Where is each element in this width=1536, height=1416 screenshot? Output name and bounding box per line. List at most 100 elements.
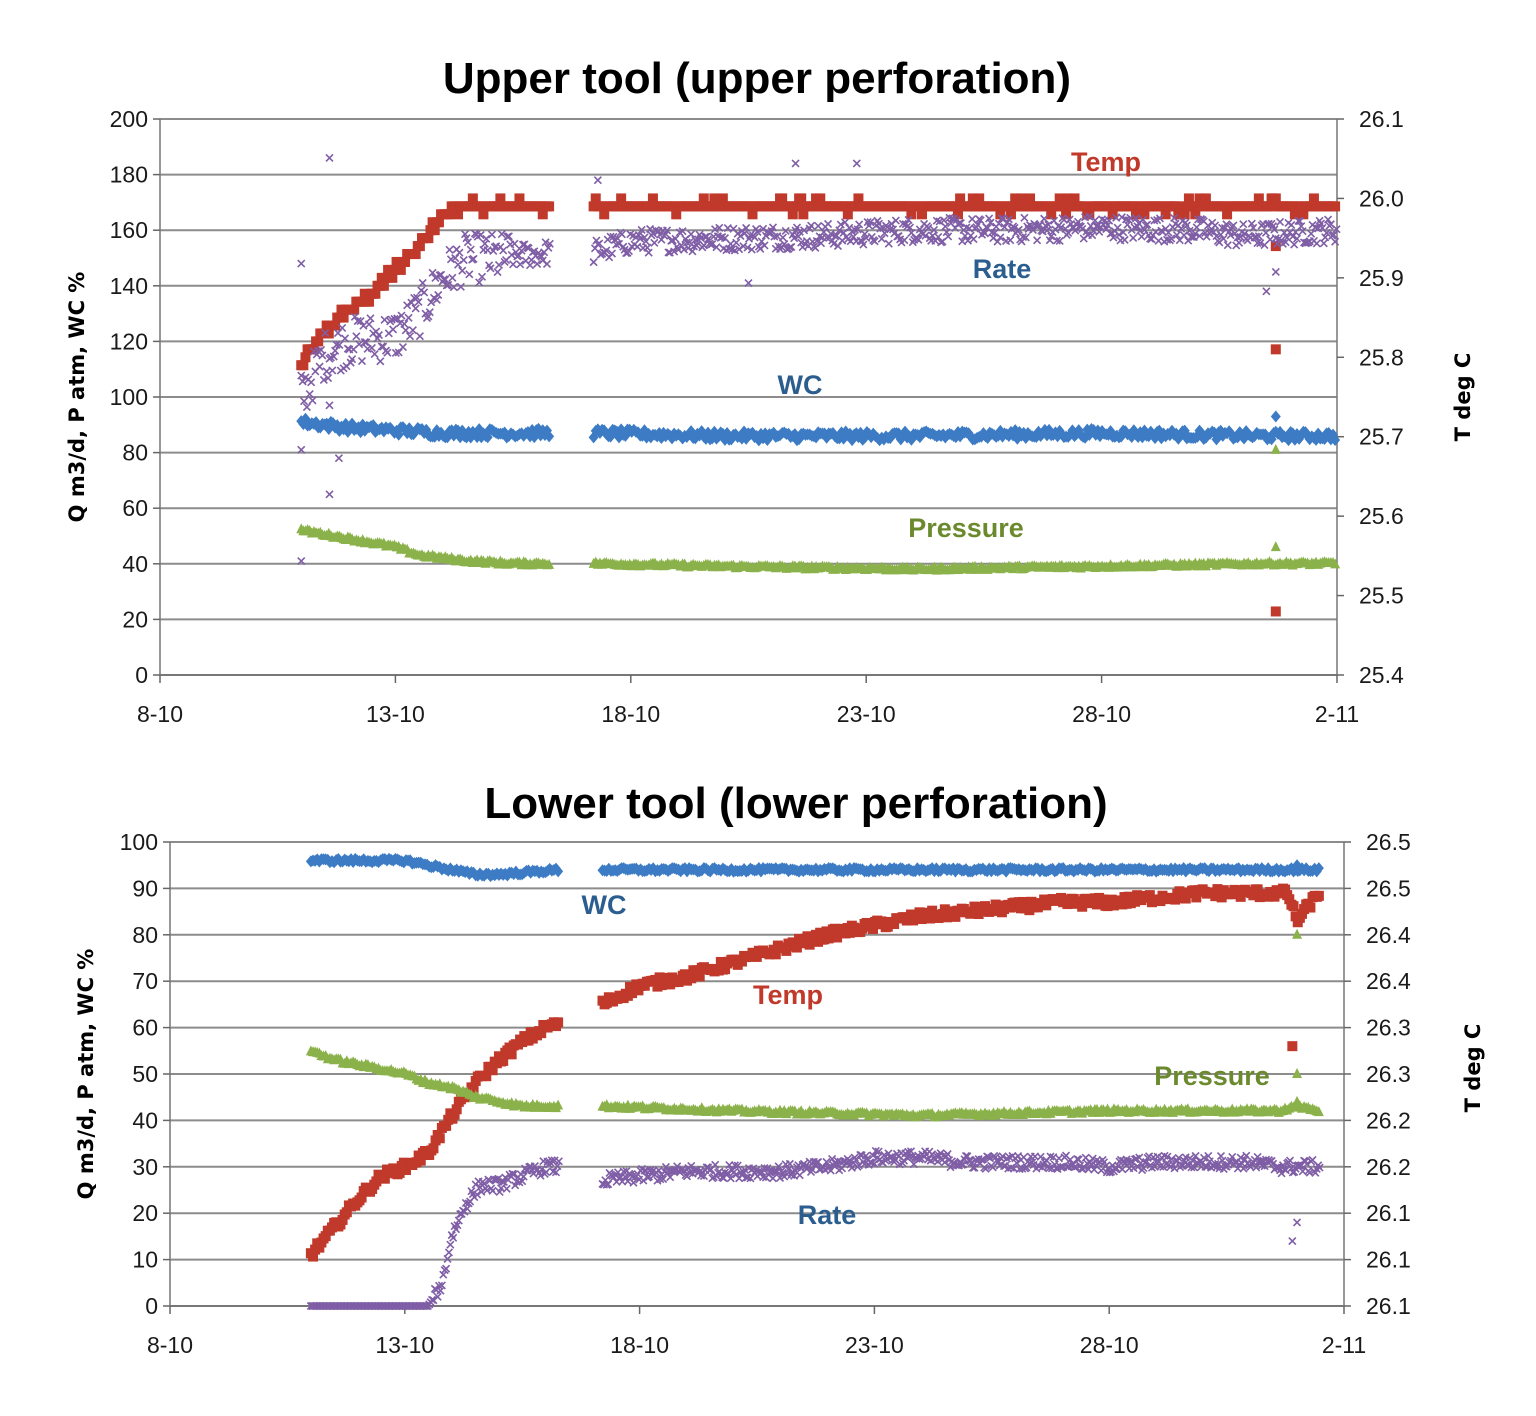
rate-point (715, 223, 724, 232)
rate-point (871, 1146, 880, 1155)
temp-point (1284, 894, 1295, 905)
rate-point (1316, 219, 1326, 228)
rate-point (968, 1163, 978, 1172)
rate-point (425, 308, 434, 317)
rate-point (1150, 216, 1159, 225)
rate-point (877, 234, 886, 243)
temp-point (553, 1017, 564, 1028)
y-axis-ticks: 0 20 40 60 80 100 120 140 160 180 200 (110, 106, 160, 688)
rate-point (487, 230, 496, 239)
rate-point (1065, 215, 1074, 224)
rate-point (837, 1164, 847, 1173)
rate-point (445, 245, 454, 254)
rate-point (1129, 233, 1138, 243)
temp-outlier-point (1287, 1041, 1298, 1052)
temp-point (694, 971, 705, 982)
rate-point (1167, 234, 1176, 243)
pressure-point (1313, 1106, 1324, 1117)
rate-point (1223, 241, 1232, 250)
rate-point (666, 1173, 675, 1182)
rate-point (553, 1161, 562, 1171)
rate-point (859, 240, 868, 249)
rate-point (742, 223, 751, 233)
temp-point (320, 1231, 331, 1242)
rate-point (498, 1177, 507, 1186)
rate-point (939, 216, 948, 225)
rate-point (1042, 226, 1052, 235)
y2-tick-label: 26.2 (1366, 1154, 1411, 1180)
rate-point (1174, 1153, 1183, 1163)
temp-point (298, 360, 309, 371)
rate-point (514, 251, 523, 260)
temp-point (1005, 209, 1016, 220)
rate-point (998, 1152, 1007, 1161)
rate-point (929, 225, 939, 235)
y-tick-label: 60 (122, 495, 148, 521)
rate-point (1033, 236, 1042, 245)
rate-point (914, 235, 923, 244)
y-axis-ticks: 0 10 20 30 40 50 60 70 80 90 100 (120, 829, 170, 1319)
temp-point (300, 352, 311, 363)
rate-outlier-point (1288, 1236, 1297, 1246)
rate-point (444, 1248, 454, 1257)
rate-point (1109, 233, 1118, 242)
rate-point (1253, 238, 1262, 248)
rate-point (1315, 1163, 1324, 1172)
rate-point (1103, 221, 1112, 230)
rate-point (1235, 238, 1244, 247)
rate-point (944, 232, 953, 241)
rate-point (853, 225, 862, 234)
rate-point (431, 273, 440, 282)
rate-point (760, 241, 769, 250)
rate-point (955, 219, 964, 228)
temp-point (867, 923, 878, 934)
rate-point (1028, 225, 1037, 235)
temp-point (1139, 209, 1150, 220)
temp-point (1288, 901, 1299, 912)
rate-point (469, 254, 478, 264)
temp-point (428, 1143, 439, 1154)
y-axis-label: Q m3/d, P atm, WC % (74, 949, 98, 1200)
rate-point (1172, 230, 1181, 240)
x-tick-label: 23-10 (837, 701, 896, 727)
rate-point (812, 236, 821, 245)
chart-title: Upper tool (upper perforation) (443, 54, 1071, 103)
rate-point (1219, 234, 1228, 243)
temp-point (506, 1049, 517, 1060)
temp-point (709, 193, 720, 204)
temp-series-label: Temp (1071, 147, 1141, 177)
rate-point (456, 282, 465, 291)
temp-point (1308, 193, 1319, 204)
y2-tick-label: 26.3 (1366, 1015, 1411, 1041)
rate-point (900, 236, 909, 245)
rate-point (1257, 1161, 1266, 1170)
gridlines (160, 118, 1337, 621)
y-tick-label: 20 (122, 606, 148, 632)
rate-point (746, 231, 755, 240)
temp-point (777, 193, 788, 204)
temp-point (1194, 193, 1205, 204)
rate-point (348, 355, 357, 364)
rate-point (750, 233, 759, 242)
rate-point (403, 301, 412, 310)
temp-point (842, 209, 853, 220)
rate-point (405, 332, 415, 341)
rate-point (542, 1168, 551, 1177)
y2-tick-label: 26.5 (1366, 875, 1411, 901)
temp-point (979, 901, 990, 912)
rate-point (1164, 228, 1173, 237)
temp-point (953, 209, 964, 220)
rate-point (1052, 236, 1061, 245)
temp-point (1080, 201, 1091, 212)
temp-point (916, 209, 927, 220)
rate-point (463, 238, 472, 247)
rate-point (980, 229, 989, 238)
rate-outlier-point (325, 401, 334, 410)
temp-point (1170, 894, 1181, 905)
temp-point (1191, 892, 1202, 903)
rate-point (904, 215, 913, 225)
rate-point (943, 1150, 952, 1159)
rate-outlier-point (852, 159, 861, 168)
rate-point (1119, 228, 1128, 237)
rate-point (1288, 232, 1297, 241)
